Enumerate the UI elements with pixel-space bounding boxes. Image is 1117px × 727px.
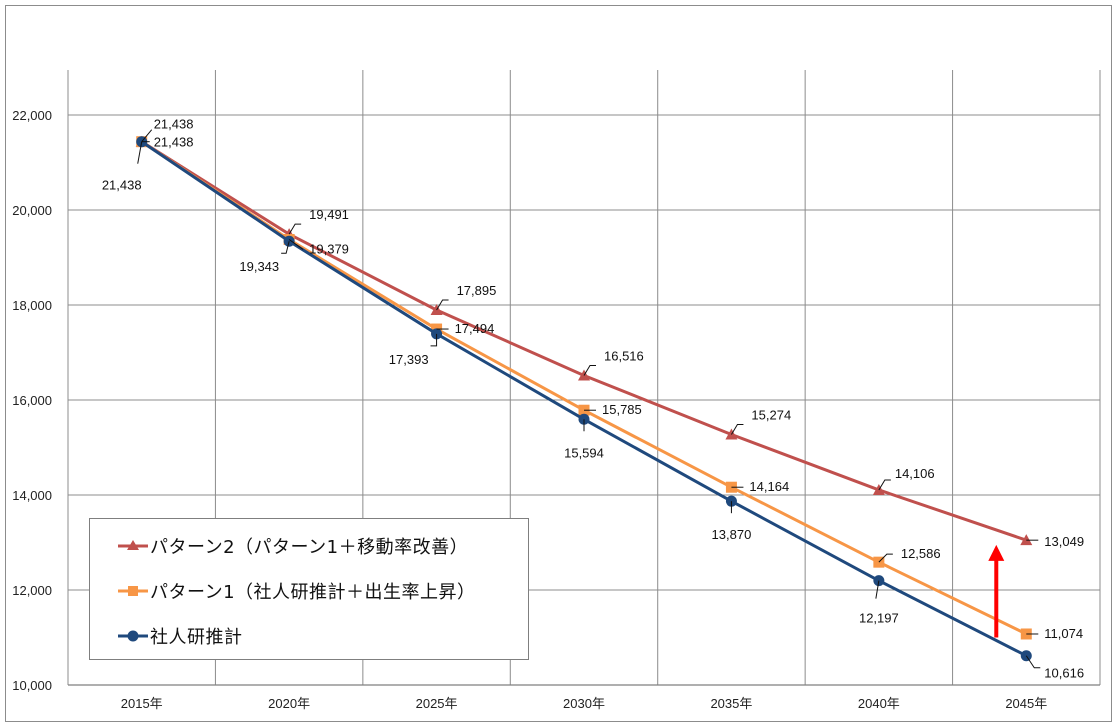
x-tick-label: 2035年 [710, 696, 752, 711]
label-leader-line [281, 241, 290, 254]
legend-label-pattern1: パターン1（社人研推計＋出生率上昇） [150, 582, 476, 603]
chart-frame [5, 5, 1112, 722]
data-label: 21,438 [154, 135, 194, 150]
data-label: 13,049 [1044, 534, 1084, 549]
data-label: 19,343 [239, 259, 279, 274]
label-leader-line [288, 223, 302, 235]
legend-label-ipss: 社人研推計 [150, 627, 243, 648]
data-label: 17,895 [457, 283, 497, 298]
x-tick-label: 2025年 [416, 696, 458, 711]
data-label: 21,438 [154, 117, 194, 132]
data-label: 17,393 [389, 352, 429, 367]
x-tick-label: 2015年 [121, 696, 163, 711]
label-leader-line [878, 553, 893, 563]
label-leader-line [436, 299, 449, 311]
x-tick-label: 2020年 [268, 696, 310, 711]
label-leader-line [430, 333, 438, 347]
legend-item-pattern2: パターン2（パターン1＋移動率改善） [118, 531, 468, 561]
data-label: 13,870 [712, 527, 752, 542]
x-tick-label: 2030年 [563, 696, 605, 711]
y-tick-label: 10,000 [12, 678, 52, 693]
data-label: 15,274 [751, 407, 791, 422]
x-tick-label: 2040年 [858, 696, 900, 711]
y-tick-label: 12,000 [12, 583, 52, 598]
label-leader-line [141, 129, 153, 143]
data-label: 14,106 [895, 466, 935, 481]
y-tick-label: 16,000 [12, 393, 52, 408]
data-label: 19,491 [309, 207, 349, 222]
legend-label-pattern2: パターン2（パターン1＋移動率改善） [150, 537, 469, 558]
triangle-marker-icon [118, 540, 148, 550]
y-axis: 10,000 12,000 14,000 16,000 18,000 20,000 22,0… [12, 108, 52, 693]
legend-item-ipss: 社人研推計 [118, 621, 243, 651]
series-line [140, 140, 1027, 542]
y-tick-label: 18,000 [12, 298, 52, 313]
data-label: 14,164 [749, 479, 789, 494]
data-label: 21,438 [102, 178, 142, 193]
legend-item-pattern1: パターン1（社人研推計＋出生率上昇） [118, 576, 476, 606]
legend: パターン2（パターン1＋移動率改善） パターン1（社人研推計＋出生率上昇） 社人… [89, 518, 529, 660]
data-label: 11,074 [1044, 626, 1083, 641]
label-leader-line [878, 479, 891, 491]
data-labels: 21,438 19,491 17,895 16,516 15,274 14,106 13,0… [102, 117, 1084, 681]
circle-marker-icon [118, 630, 148, 642]
square-point [1020, 628, 1032, 640]
label-leader-line [583, 364, 596, 376]
data-label: 10,616 [1044, 666, 1084, 681]
label-leader-line [875, 580, 880, 599]
x-tick-label: 2045年 [1005, 696, 1047, 711]
square-marker-icon [118, 586, 148, 596]
data-label: 15,785 [602, 402, 642, 417]
data-label: 16,516 [604, 348, 644, 363]
data-label: 12,586 [901, 546, 941, 561]
x-axis: 2015年 2020年 2025年 2030年 2035年 2040年 2045年 [68, 684, 1100, 711]
data-label: 15,594 [564, 445, 604, 460]
y-tick-label: 22,000 [12, 108, 52, 123]
label-leader-line [137, 141, 143, 164]
label-leader-line [288, 239, 304, 250]
data-label: 17,494 [455, 321, 495, 336]
label-leader-line [730, 423, 744, 435]
y-tick-label: 20,000 [12, 203, 52, 218]
data-label: 19,379 [309, 241, 349, 256]
y-tick-label: 14,000 [12, 488, 52, 503]
data-label: 12,197 [859, 611, 899, 626]
annotation-group [988, 544, 1005, 638]
red-arrow-head-icon [988, 544, 1005, 561]
label-leader-line [1025, 655, 1041, 669]
